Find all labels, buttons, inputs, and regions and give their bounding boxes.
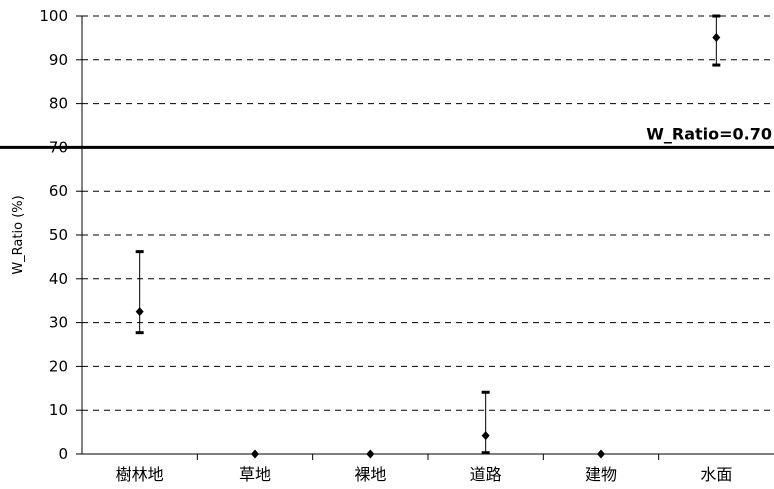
y-tick-label: 90: [49, 51, 68, 69]
y-tick-label: 30: [49, 314, 68, 332]
y-axis-title: W_Ratio (%): [11, 195, 26, 274]
y-tick-label: 20: [49, 357, 68, 375]
gridlines: [76, 15, 774, 455]
x-tick-label: 建物: [585, 465, 617, 484]
data-point: [135, 307, 144, 317]
data-point: [712, 32, 721, 42]
x-tick-label: 道路: [470, 465, 502, 484]
y-tick-label: 80: [49, 95, 68, 113]
y-tick-label: 60: [49, 182, 68, 200]
reference-line-label: W_Ratio=0.70: [646, 124, 772, 143]
x-tick-label: 水面: [700, 465, 732, 484]
y-tick-label: 50: [49, 226, 68, 244]
x-tick-label: 草地: [239, 465, 271, 484]
data-point: [481, 431, 490, 441]
y-tick-label: 100: [39, 7, 68, 25]
y-tick-label: 40: [49, 270, 68, 288]
x-tick-label: 裸地: [354, 465, 386, 484]
data-series: [135, 14, 721, 459]
x-tick-label: 樹林地: [116, 465, 164, 484]
x-axis-tick-labels: 樹林地 草地 裸地 道路 建物 水面: [116, 454, 732, 484]
y-tick-label: 0: [58, 445, 68, 463]
y-tick-label: 10: [49, 401, 68, 419]
